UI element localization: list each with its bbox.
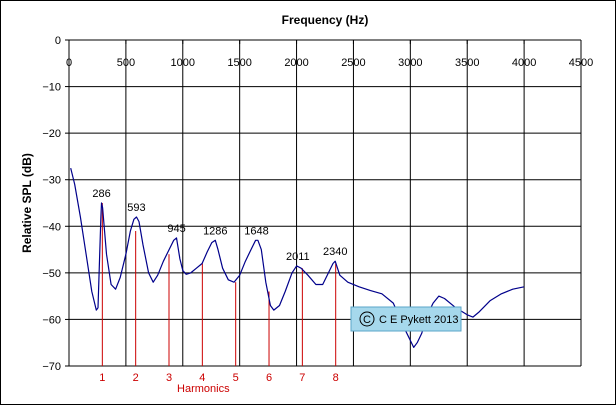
- peak-label: 1648: [244, 225, 268, 237]
- x-tick-label: 3000: [398, 57, 422, 69]
- chart-title: Frequency (Hz): [282, 13, 369, 27]
- y-tick-label: −30: [42, 175, 61, 187]
- x-tick-label: 1000: [171, 57, 195, 69]
- copyright-text: C E Pykett 2013: [379, 314, 459, 326]
- series-layer: [70, 167, 525, 348]
- spl-series-line: [70, 167, 525, 348]
- peak-label: 593: [127, 202, 145, 214]
- x-tick-label: 4500: [569, 57, 593, 69]
- y-tick-label: −70: [42, 361, 61, 373]
- peak-label: 2011: [286, 251, 310, 263]
- grid-layer: [69, 40, 582, 366]
- harmonic-number: 8: [333, 372, 339, 384]
- y-tick-label: −20: [42, 128, 61, 140]
- harmonic-number: 6: [266, 372, 272, 384]
- y-tick-label: −40: [42, 221, 61, 233]
- y-tick-label: −60: [42, 314, 61, 326]
- peak-label: 286: [92, 188, 110, 200]
- x-tick-label: 500: [117, 57, 135, 69]
- axis-layer: 0 500 1000 1500 2000 2500 3000 3500 4000 4500 0 −10…: [20, 13, 593, 373]
- harmonic-number: 5: [233, 372, 239, 384]
- peak-label: 2340: [323, 246, 347, 258]
- y-tick-label: 0: [55, 35, 61, 47]
- copyright-symbol-circle: [359, 311, 375, 327]
- harmonic-layer: 1 2 3 4 5 6 7 8 Harmonics: [99, 203, 339, 395]
- copyright-box: [350, 306, 462, 332]
- peak-label: 945: [167, 223, 185, 235]
- y-tick-label: −50: [42, 268, 61, 280]
- y-axis-label: Relative SPL (dB): [20, 153, 34, 253]
- x-tick-label: 3500: [455, 57, 479, 69]
- y-tick-label: −10: [42, 82, 61, 94]
- harmonic-number: 2: [133, 372, 139, 384]
- x-tick-label: 0: [66, 57, 72, 69]
- peak-label: 1286: [203, 225, 227, 237]
- copyright-layer: C C E Pykett 2013: [350, 306, 462, 332]
- label-layer: 286 593 945 1286 1648 2011 2340: [92, 188, 347, 263]
- harmonic-number: 1: [99, 372, 105, 384]
- copyright-symbol: C: [363, 314, 371, 326]
- x-tick-label: 1500: [227, 57, 251, 69]
- x-tick-label: 2500: [341, 57, 365, 69]
- harmonic-number: 4: [199, 372, 205, 384]
- x-axis-label: Harmonics: [177, 383, 230, 395]
- x-tick-label: 2000: [284, 57, 308, 69]
- harmonic-number: 3: [166, 372, 172, 384]
- x-tick-label: 4000: [512, 57, 536, 69]
- harmonic-number: 7: [299, 372, 305, 384]
